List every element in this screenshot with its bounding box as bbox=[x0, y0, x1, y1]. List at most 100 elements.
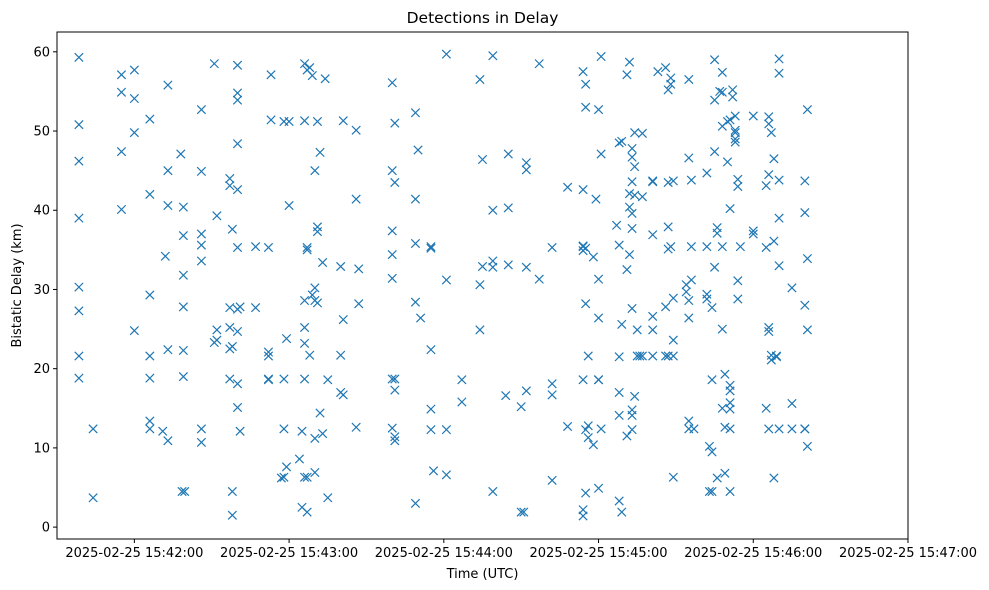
scatter-point bbox=[410, 194, 421, 204]
scatter-point bbox=[769, 154, 779, 164]
scatter-point bbox=[302, 242, 312, 253]
scatter-point bbox=[764, 112, 774, 122]
scatter-point bbox=[593, 274, 604, 284]
scatter-point bbox=[578, 242, 588, 252]
scatter-point bbox=[299, 472, 310, 482]
scatter-point bbox=[88, 424, 98, 434]
scatter-point bbox=[232, 95, 243, 105]
scatter-point bbox=[196, 105, 207, 115]
scatter-point bbox=[116, 204, 127, 215]
scatter-point bbox=[475, 325, 485, 335]
scatter-point bbox=[279, 424, 289, 434]
scatter-point bbox=[596, 149, 606, 159]
scatter-point bbox=[624, 249, 635, 260]
scatter-point bbox=[390, 374, 400, 384]
scatter-point bbox=[390, 432, 400, 442]
scatter-point bbox=[521, 165, 531, 175]
scatter-point bbox=[477, 261, 488, 272]
scatter-point bbox=[477, 154, 488, 165]
scatter-point bbox=[681, 287, 691, 297]
scatter-point bbox=[627, 303, 637, 314]
scatter-point bbox=[730, 134, 740, 144]
scatter-point bbox=[627, 208, 637, 219]
scatter-point bbox=[488, 205, 498, 215]
scatter-point bbox=[129, 326, 139, 336]
scatter-point bbox=[338, 116, 348, 126]
scatter-point bbox=[720, 369, 730, 379]
scatter-point bbox=[624, 57, 635, 67]
scatter-point bbox=[596, 424, 606, 434]
scatter-point bbox=[145, 416, 155, 426]
scatter-point bbox=[387, 423, 397, 433]
scatter-point bbox=[488, 51, 498, 61]
scatter-point bbox=[310, 467, 320, 478]
scatter-point bbox=[593, 105, 604, 115]
scatter-point bbox=[415, 313, 426, 323]
scatter-point bbox=[74, 306, 84, 316]
scatter-point bbox=[426, 404, 436, 414]
scatter-point bbox=[276, 473, 286, 483]
scatter-point bbox=[225, 344, 235, 354]
scatter-point bbox=[178, 270, 188, 280]
scatter-point bbox=[774, 261, 784, 271]
scatter-point bbox=[648, 230, 658, 240]
scatter-point bbox=[800, 300, 810, 310]
scatter-point bbox=[666, 73, 676, 83]
scatter-point bbox=[787, 283, 797, 293]
scatter-point bbox=[668, 293, 678, 303]
scatter-point bbox=[717, 67, 727, 78]
scatter-point bbox=[163, 80, 173, 90]
scatter-point bbox=[116, 146, 127, 157]
scatter-point bbox=[441, 49, 452, 59]
scatter-point bbox=[709, 55, 720, 65]
scatter-point bbox=[534, 59, 544, 69]
scatter-point bbox=[630, 127, 640, 138]
scatter-point bbox=[116, 87, 127, 97]
scatter-point bbox=[617, 319, 627, 329]
scatter-point bbox=[232, 88, 243, 98]
scatter-point bbox=[728, 92, 738, 102]
x-tick-label: 2025-02-25 15:47:00 bbox=[839, 546, 977, 561]
scatter-point bbox=[668, 472, 678, 482]
scatter-point bbox=[145, 189, 155, 200]
scatter-point bbox=[660, 302, 671, 312]
scatter-point bbox=[764, 119, 774, 129]
x-tick-label: 2025-02-25 15:46:00 bbox=[684, 546, 822, 561]
scatter-point bbox=[591, 194, 601, 204]
data-points bbox=[74, 49, 813, 521]
scatter-point bbox=[74, 156, 84, 166]
scatter-point bbox=[317, 257, 328, 268]
scatter-point bbox=[426, 242, 436, 252]
scatter-point bbox=[630, 162, 640, 172]
scatter-point bbox=[802, 325, 813, 335]
scatter-point bbox=[617, 136, 627, 146]
y-tick-label: 30 bbox=[33, 283, 50, 298]
scatter-point bbox=[578, 511, 588, 521]
scatter-point bbox=[129, 127, 139, 138]
scatter-point bbox=[158, 426, 168, 436]
scatter-point bbox=[227, 224, 237, 234]
scatter-point bbox=[630, 190, 640, 200]
scatter-point bbox=[717, 242, 727, 252]
scatter-point bbox=[232, 139, 243, 149]
scatter-point bbox=[774, 54, 784, 64]
x-tick-label: 2025-02-25 15:44:00 bbox=[375, 546, 513, 561]
scatter-point bbox=[354, 264, 364, 274]
y-tick-label: 60 bbox=[33, 45, 50, 60]
scatter-point bbox=[593, 483, 604, 493]
scatter-point bbox=[196, 229, 207, 239]
x-axis-ticks: 2025-02-25 15:42:00 2025-02-25 15:43:00 20… bbox=[65, 539, 977, 561]
scatter-point bbox=[390, 385, 400, 395]
scatter-point bbox=[225, 374, 235, 384]
scatter-point bbox=[707, 486, 717, 497]
scatter-point bbox=[684, 153, 694, 163]
scatter-point bbox=[748, 111, 758, 121]
scatter-point bbox=[581, 488, 591, 498]
scatter-point bbox=[521, 386, 531, 396]
scatter-point bbox=[315, 408, 325, 418]
scatter-point bbox=[660, 351, 671, 361]
scatter-point bbox=[614, 352, 624, 362]
scatter-point bbox=[704, 486, 715, 497]
scatter-point bbox=[725, 424, 735, 434]
scatter-point bbox=[225, 173, 235, 184]
